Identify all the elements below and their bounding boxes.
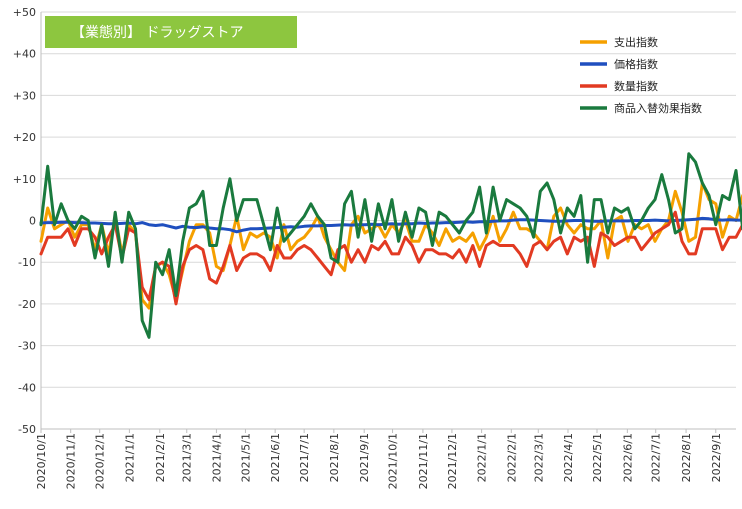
x-tick-label: 2020/10/1 bbox=[35, 433, 48, 489]
legend-label: 商品入替効果指数 bbox=[614, 101, 702, 115]
y-tick-label: +10 bbox=[13, 173, 36, 186]
x-tick-label: 2021/10/1 bbox=[387, 433, 400, 489]
series-lines bbox=[39, 152, 742, 339]
series-line-2 bbox=[39, 210, 742, 306]
x-tick-label: 2020/11/1 bbox=[65, 433, 78, 489]
x-tick-label: 2022/2/1 bbox=[505, 433, 518, 482]
x-tick-label: 2021/9/1 bbox=[358, 433, 371, 482]
y-tick-label: -30 bbox=[18, 340, 36, 353]
y-tick-label: 0 bbox=[29, 215, 36, 228]
series-line-3 bbox=[39, 152, 742, 339]
x-tick-label: 2021/8/1 bbox=[328, 433, 341, 482]
x-axis: 2020/10/1 2020/11/1 2020/12/1 2021/1/1 2021/… bbox=[35, 429, 723, 489]
y-tick-label: -10 bbox=[18, 256, 36, 269]
y-tick-label: -50 bbox=[18, 423, 36, 436]
legend-label: 価格指数 bbox=[614, 57, 658, 71]
x-tick-label: 2022/5/1 bbox=[591, 433, 604, 482]
legend-label: 支出指数 bbox=[614, 35, 658, 49]
x-tick-label: 2021/5/1 bbox=[239, 433, 252, 482]
x-tick-label: 2022/3/1 bbox=[532, 433, 545, 482]
y-tick-label: -40 bbox=[18, 381, 36, 394]
y-axis: +50 +40 +30 +20 +10 0 -10 -20 -30 -40 -50 bbox=[13, 6, 736, 436]
chart-title-background bbox=[45, 16, 297, 48]
y-tick-label: +20 bbox=[13, 131, 36, 144]
y-tick-label: +40 bbox=[13, 48, 36, 61]
legend-label: 数量指数 bbox=[614, 79, 658, 93]
x-tick-label: 2020/12/1 bbox=[94, 433, 107, 489]
x-tick-label: 2022/7/1 bbox=[650, 433, 663, 482]
x-tick-label: 2021/1/1 bbox=[123, 433, 136, 482]
x-tick-label: 2021/3/1 bbox=[181, 433, 194, 482]
chart-title: 【業態別】 ドラッグストア bbox=[71, 25, 243, 41]
y-tick-label: +30 bbox=[13, 89, 36, 102]
x-tick-label: 2021/4/1 bbox=[210, 433, 223, 482]
x-tick-label: 2021/12/1 bbox=[446, 433, 459, 489]
x-tick-label: 2022/1/1 bbox=[476, 433, 489, 482]
y-tick-label: -20 bbox=[18, 298, 36, 311]
x-tick-label: 2022/8/1 bbox=[680, 433, 693, 482]
x-tick-label: 2021/7/1 bbox=[298, 433, 311, 482]
y-tick-label: +50 bbox=[13, 6, 36, 19]
chart-title-box: 【業態別】 ドラッグストア bbox=[45, 16, 297, 48]
x-tick-label: 2022/4/1 bbox=[562, 433, 575, 482]
x-tick-label: 2021/6/1 bbox=[269, 433, 282, 482]
x-tick-label: 2022/9/1 bbox=[710, 433, 723, 482]
x-tick-label: 2021/11/1 bbox=[417, 433, 430, 489]
x-tick-label: 2021/2/1 bbox=[154, 433, 167, 482]
x-tick-label: 2022/6/1 bbox=[621, 433, 634, 482]
